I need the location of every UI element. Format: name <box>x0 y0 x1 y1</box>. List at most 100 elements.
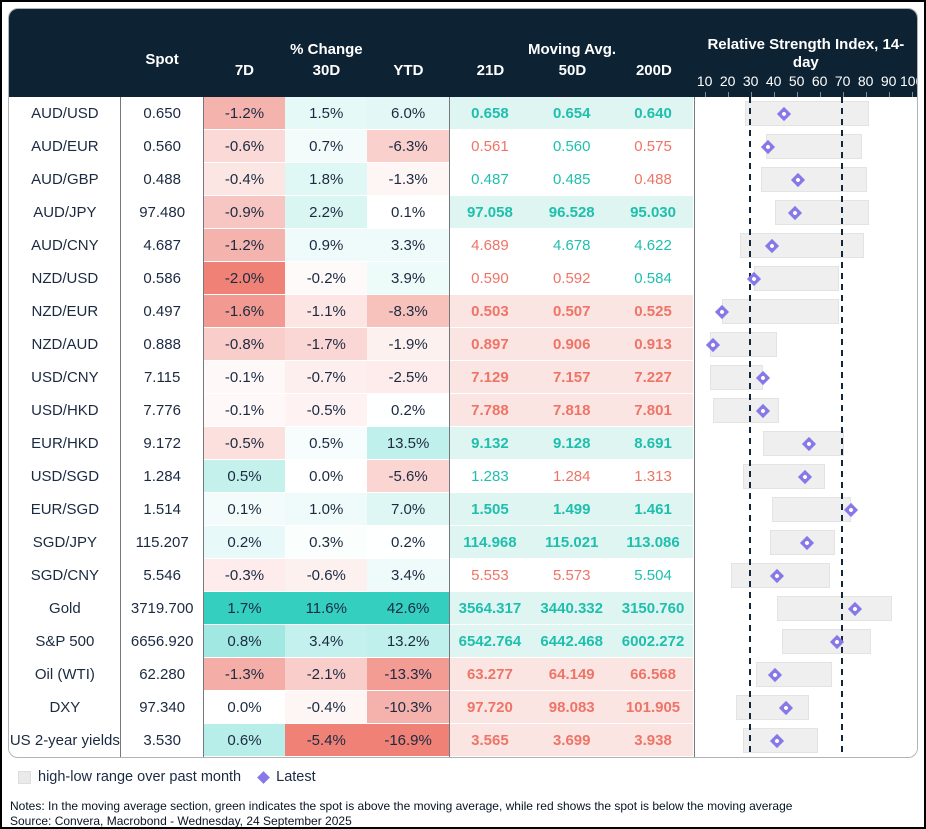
moving-avg-50d-cell: 115.021 <box>530 526 613 559</box>
col-header-30d: 30D <box>312 62 341 79</box>
pct-change-30d-cell: -0.5% <box>285 394 368 427</box>
table-row: Gold 3719.700 1.7% 11.6% 42.6% 3564.317 … <box>9 592 917 625</box>
pct-change-30d-cell: 3.4% <box>285 625 368 658</box>
pct-change-ytd-cell: -16.9% <box>367 724 449 757</box>
moving-avg-50d-cell: 5.573 <box>530 559 613 592</box>
rsi-tick-label: 30 <box>742 73 759 89</box>
source-text: Source: Convera, Macrobond - Wednesday, … <box>10 814 352 828</box>
spot-value: 3.530 <box>143 732 181 749</box>
moving-avg-200d-cell: 1.313 <box>612 460 694 493</box>
pct-change-30d-cell: 0.7% <box>285 130 368 163</box>
pct-change-7d-cell: 0.1% <box>203 493 286 526</box>
rsi-cell <box>693 691 917 724</box>
pct-change-7d-cell: 0.0% <box>203 691 286 724</box>
moving-avg-200d-cell: 7.227 <box>612 361 694 394</box>
spot-value: 0.560 <box>143 138 181 155</box>
separator-spot-pct <box>203 97 204 757</box>
pct-change-7d-cell: 1.7% <box>203 592 286 625</box>
col-header-21d: 21D <box>476 62 505 79</box>
moving-avg-21d-cell: 0.658 <box>449 97 531 130</box>
pct-change-30d-cell: -1.7% <box>285 328 368 361</box>
rsi-cell <box>693 130 917 163</box>
pct-change-7d-cell: -0.1% <box>203 361 286 394</box>
spot-value: 0.888 <box>143 336 181 353</box>
rsi-range-bar <box>740 233 865 258</box>
moving-avg-21d-cell: 9.132 <box>449 427 531 460</box>
rsi-range-bar <box>710 365 764 390</box>
moving-avg-50d-cell: 96.528 <box>530 196 613 229</box>
pair-label: AUD/JPY <box>33 204 97 221</box>
spot-value: 7.115 <box>143 369 181 386</box>
rsi-range-bar <box>735 695 810 720</box>
rsi-range-bar <box>721 299 840 324</box>
moving-avg-200d-cell: 95.030 <box>612 196 694 229</box>
rsi-cell <box>693 262 917 295</box>
rsi-cell <box>693 526 917 559</box>
moving-avg-50d-cell: 7.818 <box>530 394 613 427</box>
rsi-cell <box>693 97 917 130</box>
moving-avg-21d-cell: 4.689 <box>449 229 531 262</box>
col-header-7d: 7D <box>234 62 254 79</box>
moving-avg-50d-cell: 3440.332 <box>530 592 613 625</box>
pct-change-ytd-cell: 3.9% <box>367 262 449 295</box>
pct-change-ytd-cell: 0.2% <box>367 394 449 427</box>
moving-avg-50d-cell: 0.592 <box>530 262 613 295</box>
pct-change-30d-cell: -0.4% <box>285 691 368 724</box>
table-row: Oil (WTI) 62.280 -1.3% -2.1% -13.3% 63.2… <box>9 658 917 691</box>
col-header-ytd: YTD <box>393 62 424 79</box>
col-header-spot: Spot <box>145 51 179 68</box>
spot-value: 62.280 <box>139 666 186 683</box>
table-row: DXY 97.340 0.0% -0.4% -10.3% 97.720 98.0… <box>9 691 917 724</box>
rsi-cell <box>693 196 917 229</box>
moving-avg-50d-cell: 9.128 <box>530 427 613 460</box>
rsi-cell <box>693 592 917 625</box>
spot-value: 5.546 <box>143 567 181 584</box>
rsi-cell <box>693 328 917 361</box>
pct-change-30d-cell: 1.5% <box>285 97 368 130</box>
rsi-range-bar <box>710 332 778 357</box>
moving-avg-200d-cell: 0.640 <box>612 97 694 130</box>
rsi-tick-label: 100 <box>899 73 917 89</box>
pct-change-ytd-cell: -1.3% <box>367 163 449 196</box>
table-row: USD/HKD 7.776 -0.1% -0.5% 0.2% 7.788 7.8… <box>9 394 917 427</box>
moving-avg-50d-cell: 0.906 <box>530 328 613 361</box>
moving-avg-50d-cell: 0.654 <box>530 97 613 130</box>
moving-avg-200d-cell: 66.568 <box>612 658 694 691</box>
latest-diamond-icon <box>257 770 270 784</box>
rsi-cell <box>693 295 917 328</box>
moving-avg-21d-cell: 1.283 <box>449 460 531 493</box>
rsi-cell <box>693 163 917 196</box>
pct-change-30d-cell: 2.2% <box>285 196 368 229</box>
moving-avg-200d-cell: 1.461 <box>612 493 694 526</box>
pct-change-7d-cell: -0.5% <box>203 427 286 460</box>
moving-avg-group-title: Moving Avg. <box>528 41 617 58</box>
pct-change-7d-cell: -0.6% <box>203 130 286 163</box>
pct-change-subheaders: 7D 30D YTD <box>203 62 449 79</box>
rsi-range-bar <box>742 464 826 489</box>
pair-label: EUR/SGD <box>30 501 100 518</box>
pct-change-7d-cell: 0.2% <box>203 526 286 559</box>
pct-change-30d-cell: 0.3% <box>285 526 368 559</box>
rsi-cell <box>693 229 917 262</box>
rsi-tick-label: 10 <box>696 73 713 89</box>
col-header-50d: 50D <box>558 62 587 79</box>
moving-avg-200d-cell: 0.525 <box>612 295 694 328</box>
spot-value: 3719.700 <box>130 600 194 617</box>
pct-change-ytd-cell: 3.4% <box>367 559 449 592</box>
spot-value: 4.687 <box>143 237 181 254</box>
moving-avg-50d-cell: 4.678 <box>530 229 613 262</box>
rsi-title-line1: Relative Strength Index, 14- <box>707 36 905 53</box>
pair-label: SGD/JPY <box>32 534 97 551</box>
rsi-tick-label: 40 <box>765 73 782 89</box>
pct-change-ytd-cell: 0.1% <box>367 196 449 229</box>
rsi-range-bar <box>772 497 851 522</box>
rsi-tick-label: 70 <box>834 73 851 89</box>
spot-value: 6656.920 <box>130 633 194 650</box>
table-row: SGD/CNY 5.546 -0.3% -0.6% 3.4% 5.553 5.5… <box>9 559 917 592</box>
spot-value: 7.776 <box>143 402 181 419</box>
moving-avg-21d-cell: 5.553 <box>449 559 531 592</box>
pct-change-7d-cell: 0.5% <box>203 460 286 493</box>
rsi-cell <box>693 658 917 691</box>
moving-avg-200d-cell: 3150.760 <box>612 592 694 625</box>
moving-avg-50d-cell: 7.157 <box>530 361 613 394</box>
